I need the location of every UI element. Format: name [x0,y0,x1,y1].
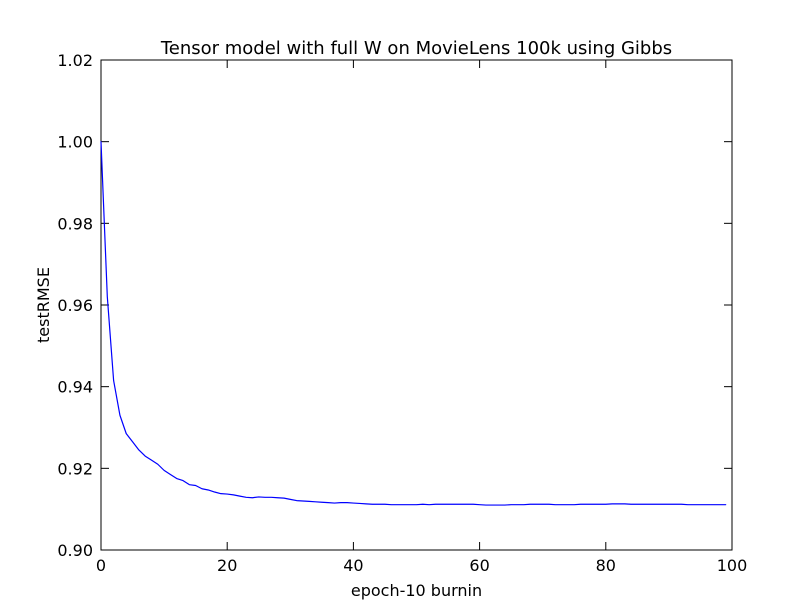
x-tick-label: 40 [343,556,363,575]
x-tick-label: 100 [717,556,748,575]
y-tick-label: 1.02 [57,51,93,70]
series-line [100,141,727,506]
x-tick-label: 60 [469,556,489,575]
x-tick-label: 20 [217,556,237,575]
y-tick-label: 0.92 [57,459,93,478]
y-tick-label: 0.96 [57,296,93,315]
y-tick-label: 0.98 [57,214,93,233]
axis-ticks [100,59,733,551]
y-tick-label: 1.00 [57,133,93,152]
y-axis-label: testRMSE [34,267,53,343]
chart-title: Tensor model with full W on MovieLens 10… [160,38,672,59]
y-tick-label: 0.90 [57,541,93,560]
y-tick-label: 0.94 [57,378,93,397]
series-group [100,141,727,506]
x-axis-label: epoch-10 burnin [351,581,482,600]
tick-labels: 0 20 40 60 80 100 0.90 0.92 0.94 0.96 0.98 1.00 1.02 [57,51,747,575]
x-tick-label: 80 [596,556,616,575]
x-tick-label: 0 [96,556,106,575]
